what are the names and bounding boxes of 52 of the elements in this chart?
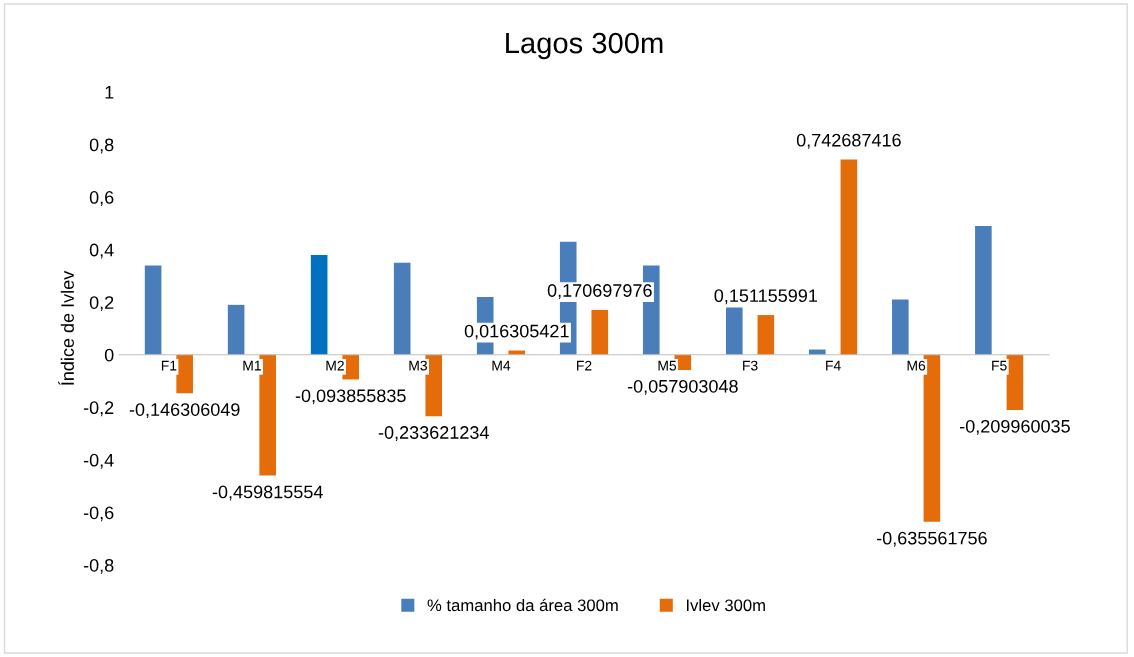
x-tick-label: F4 <box>826 360 841 371</box>
bar <box>393 262 411 355</box>
bar <box>923 354 941 522</box>
x-tick-label: F5 <box>992 360 1007 371</box>
bar <box>227 304 245 355</box>
bar <box>840 159 858 355</box>
y-tick-label: -0,4 <box>83 453 114 469</box>
bar <box>310 254 328 355</box>
y-tick-label: 0 <box>104 348 114 362</box>
y-axis-title: Índice de Ivlev <box>58 270 74 385</box>
data-label: -0,635561756 <box>876 531 987 547</box>
bar <box>176 354 193 394</box>
x-tick-label: M5 <box>658 360 677 371</box>
y-tick-label: -0,8 <box>83 558 114 574</box>
bar <box>144 265 162 355</box>
x-tick-label: F3 <box>743 360 758 371</box>
x-tick-label: M1 <box>243 360 261 371</box>
x-tick-label: M6 <box>907 360 926 371</box>
data-label: 0,742687416 <box>796 133 901 149</box>
bar <box>425 354 443 417</box>
data-label: -0,146306049 <box>129 403 240 419</box>
x-tick-label: M3 <box>409 360 427 371</box>
data-label: -0,093855835 <box>295 389 406 405</box>
y-tick-label: 0,8 <box>89 138 114 154</box>
legend-label: % tamanho da área 300m <box>427 598 618 612</box>
bar <box>892 299 909 355</box>
y-tick-label: 1 <box>105 86 114 99</box>
x-tick-label: F2 <box>577 360 592 371</box>
data-label: 0,016305421 <box>464 324 569 340</box>
data-label: 0,151155991 <box>714 289 818 305</box>
x-tick-label: F1 <box>161 360 177 371</box>
y-tick-label: 0,2 <box>89 296 114 312</box>
bar <box>591 309 609 355</box>
data-label: -0,057903048 <box>627 379 738 395</box>
data-label: -0,209960035 <box>959 419 1070 435</box>
y-tick-label: 0,6 <box>89 191 114 206</box>
bar <box>1006 354 1024 410</box>
y-tick-label: -0,2 <box>83 401 114 417</box>
data-label: -0,233621234 <box>378 426 489 442</box>
y-tick-label: 0,4 <box>89 243 114 259</box>
bar <box>508 350 526 355</box>
bar <box>725 307 743 355</box>
bar <box>975 226 992 355</box>
bar <box>259 354 276 476</box>
legend-label: Ivlev 300m <box>686 598 765 612</box>
data-label: 0,170697976 <box>547 284 652 300</box>
x-tick-label: M4 <box>492 360 511 371</box>
data-label: -0,459815554 <box>212 485 323 501</box>
bar <box>757 315 775 355</box>
y-tick-label: -0,6 <box>83 506 114 522</box>
x-tick-label: M2 <box>326 360 344 371</box>
chart-title: Lagos 300m <box>506 32 663 60</box>
